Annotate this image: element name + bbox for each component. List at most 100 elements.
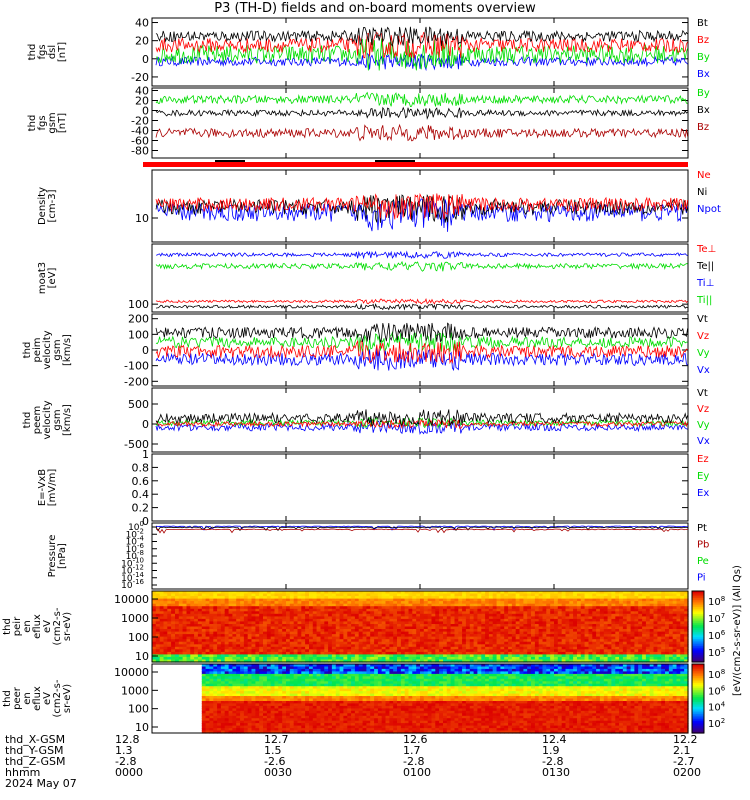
- y-axis-label: peim: [32, 337, 43, 362]
- y-axis-label: (cm2-s-: [52, 679, 63, 717]
- colorbar-cell: [692, 640, 704, 644]
- colorbar-cell: [692, 647, 704, 651]
- series-line-Vz: [155, 339, 688, 365]
- colorbar-cell: [692, 667, 704, 670]
- series-group: [155, 409, 688, 435]
- colorbar-cell: [692, 727, 704, 731]
- colorbar-cell: [692, 682, 704, 686]
- y-axis-label: thd: [22, 342, 33, 359]
- series-line-Bz: [155, 31, 688, 59]
- y-axis-label: thd: [27, 115, 38, 132]
- x-tick-label: 0200: [673, 766, 701, 779]
- y-tick-label: 0: [142, 515, 149, 528]
- colorbar-cell: [692, 612, 704, 615]
- y-tick-label: 40: [135, 85, 149, 98]
- series-line-By: [155, 91, 688, 107]
- y-tick-label: 10000: [114, 666, 149, 679]
- y-tick-label: 100: [128, 703, 149, 716]
- colorbar-cell: [692, 703, 704, 706]
- colorbar-cell: [692, 693, 704, 696]
- series-group: [155, 192, 688, 232]
- x-axis-row-label: thd_X-GSM: [5, 733, 65, 746]
- y-tick-label: -200: [124, 375, 149, 388]
- y-tick-label: -60: [131, 135, 149, 148]
- colorbar-cell: [692, 691, 704, 694]
- colorbar-cell: [692, 637, 704, 640]
- colorbar-cell: [692, 710, 704, 713]
- y-axis-label: [nT]: [57, 113, 68, 133]
- colorbar-cell: [692, 630, 704, 633]
- colorbar-cell: [692, 724, 704, 727]
- colorbar-tick-label: 104: [708, 701, 726, 714]
- series-line-Vx: [155, 419, 688, 435]
- colorbar-tick-label: 105: [708, 646, 725, 659]
- colorbar-tick-label: 108: [708, 668, 725, 681]
- colorbar-cell: [692, 646, 704, 649]
- series-line-Ne: [155, 192, 688, 220]
- panel-frame-pressure: [151, 522, 689, 590]
- colorbar-cell: [692, 665, 704, 669]
- colorbar-cell: [692, 701, 704, 705]
- x-tick-label: -2.7: [673, 755, 694, 768]
- series-line: [155, 525, 689, 531]
- series-line: [155, 526, 689, 532]
- y-tick-label: -40: [131, 125, 149, 138]
- legend-entry: Te||: [696, 261, 714, 272]
- colorbar-cell: [692, 591, 704, 594]
- colorbar-cell: [692, 644, 704, 647]
- legend-entry: Ni: [697, 187, 707, 198]
- colorbar-cell: [692, 695, 704, 698]
- y-tick-label: 40: [135, 17, 149, 30]
- x-axis-row-label: thd_Y-GSM: [5, 744, 64, 757]
- legend-entry: Vy: [697, 348, 710, 359]
- x-tick-label: -2.8: [542, 755, 563, 768]
- x-tick-label: 12.8: [115, 733, 140, 746]
- x-tick-label: 1.7: [403, 744, 421, 757]
- y-axis-label: eflux: [32, 686, 43, 711]
- colorbar-cell: [692, 720, 704, 724]
- colorbar-label: [eV/(cm2-s-sr-eV)] (All Qs): [732, 565, 743, 696]
- legend-entry: Te⊥: [696, 244, 716, 255]
- y-tick-label: 0: [142, 53, 149, 66]
- y-tick-label: -20: [131, 71, 149, 84]
- colorbar-cell: [692, 615, 704, 619]
- y-axis-label: gsm: [47, 112, 58, 133]
- series-line-Vx: [155, 348, 688, 372]
- y-axis-label: eV: [42, 620, 53, 633]
- series-line-Te||: [155, 303, 688, 311]
- colorbar-cell: [692, 603, 704, 606]
- y-tick-label: -100: [124, 360, 149, 373]
- series-line-Ti⊥: [155, 250, 688, 260]
- legend-entry: Ex: [697, 488, 709, 499]
- legend-entry: Pt: [697, 523, 707, 534]
- colorbar-cell: [692, 698, 704, 701]
- series-line-By: [155, 38, 688, 71]
- series-line-Bz: [155, 123, 688, 142]
- colorbar-cell: [692, 619, 704, 622]
- y-tick-label: 0: [142, 344, 149, 357]
- y-tick-label: 10: [135, 212, 149, 225]
- x-tick-label: 12.6: [403, 733, 428, 746]
- legend-entry: Vt: [697, 314, 708, 325]
- y-tick-label: -20: [131, 115, 149, 128]
- colorbar-cell: [692, 729, 704, 732]
- colorbar-cell: [692, 672, 704, 675]
- y-axis-label: Density: [37, 187, 48, 225]
- y-axis-label: eflux: [32, 614, 43, 639]
- colorbar-cell: [692, 635, 704, 638]
- y-axis-label: [km/s]: [62, 404, 73, 436]
- y-axis-label: (cm2-s-: [52, 607, 63, 645]
- legend-entry: By: [697, 52, 710, 63]
- y-axis-label: en: [22, 620, 33, 633]
- x-tick-label: 2.1: [673, 744, 691, 757]
- y-tick-label: 0: [142, 418, 149, 431]
- colorbar-tick-label: 108: [708, 595, 725, 608]
- y-tick-label: 100: [128, 328, 149, 341]
- colorbar-cell: [692, 715, 704, 719]
- y-tick-label: 100: [128, 631, 149, 644]
- x-tick-label: -2.8: [115, 755, 136, 768]
- colorbar-cell: [692, 712, 704, 715]
- y-tick-label: 100: [128, 298, 149, 311]
- x-tick-label: 0000: [115, 766, 143, 779]
- legend-entry: Vy: [697, 420, 710, 431]
